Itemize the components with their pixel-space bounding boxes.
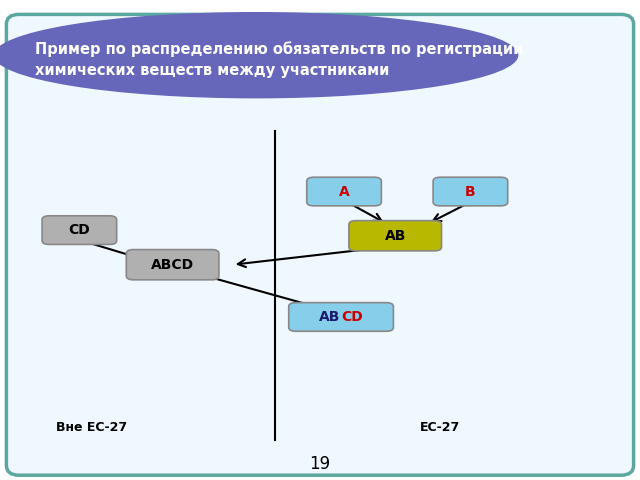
FancyBboxPatch shape bbox=[307, 177, 381, 206]
Text: 19: 19 bbox=[309, 455, 331, 473]
Text: Вне ЕС-27: Вне ЕС-27 bbox=[56, 420, 127, 433]
FancyBboxPatch shape bbox=[349, 221, 442, 251]
Text: Пример по распределению обязательств по регистрации
химических веществ между уча: Пример по распределению обязательств по … bbox=[35, 41, 524, 78]
Text: AB: AB bbox=[319, 310, 340, 324]
FancyBboxPatch shape bbox=[42, 216, 116, 244]
FancyBboxPatch shape bbox=[433, 177, 508, 206]
Text: ЕС-27: ЕС-27 bbox=[420, 420, 460, 433]
Text: ABCD: ABCD bbox=[151, 258, 194, 272]
FancyBboxPatch shape bbox=[289, 303, 394, 331]
Text: CD: CD bbox=[68, 223, 90, 237]
FancyBboxPatch shape bbox=[126, 250, 219, 280]
Text: B: B bbox=[465, 184, 476, 199]
Text: A: A bbox=[339, 184, 349, 199]
Text: CD: CD bbox=[341, 310, 363, 324]
Text: AB: AB bbox=[385, 229, 406, 243]
